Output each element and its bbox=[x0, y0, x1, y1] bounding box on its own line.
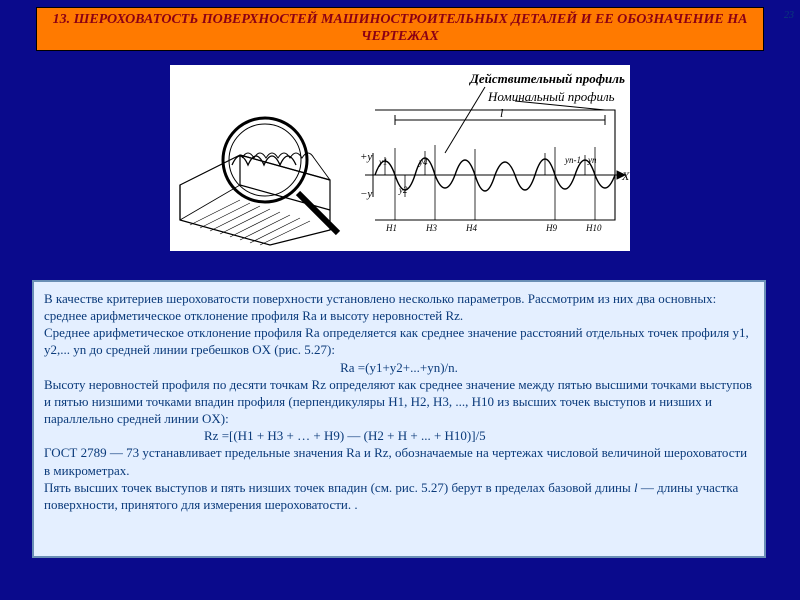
page-number: 23 bbox=[784, 10, 794, 21]
body-p2: Среднее арифметическое отклонение профил… bbox=[44, 324, 754, 358]
svg-text:−y: −y bbox=[360, 188, 372, 200]
svg-text:Номинальный профиль: Номинальный профиль bbox=[487, 89, 615, 104]
svg-text:H1: H1 bbox=[385, 223, 397, 233]
body-p5a: Пять высших точек выступов и пять низших… bbox=[44, 480, 634, 495]
body-p4: ГОСТ 2789 — 73 устанавливает предельные … bbox=[44, 444, 754, 478]
svg-text:y4: y4 bbox=[418, 157, 428, 167]
svg-text:yn: yn bbox=[587, 155, 597, 165]
body-text-box: В качестве критериев шероховатости повер… bbox=[32, 280, 766, 558]
svg-text:H3: H3 bbox=[425, 223, 437, 233]
svg-text:Действительный профиль: Действительный профиль bbox=[469, 71, 625, 86]
body-p1: В качестве критериев шероховатости повер… bbox=[44, 290, 754, 324]
title-text: 13. ШЕРОХОВАТОСТЬ ПОВЕРХНОСТЕЙ МАШИНОСТР… bbox=[45, 12, 755, 46]
svg-text:H4: H4 bbox=[465, 223, 477, 233]
svg-text:+y: +y bbox=[360, 151, 372, 163]
svg-text:H10: H10 bbox=[585, 223, 602, 233]
svg-text:yn-1: yn-1 bbox=[564, 155, 581, 165]
slide: 23 13. ШЕРОХОВАТОСТЬ ПОВЕРХНОСТЕЙ МАШИНО… bbox=[0, 0, 800, 600]
svg-text:y1: y1 bbox=[378, 157, 388, 167]
body-p5: Пять высших точек выступов и пять низших… bbox=[44, 479, 754, 513]
svg-text:l: l bbox=[500, 106, 504, 120]
svg-text:y2: y2 bbox=[398, 185, 408, 195]
svg-text:X: X bbox=[621, 169, 630, 183]
svg-text:H9: H9 bbox=[545, 223, 557, 233]
figure-roughness-diagram: Действительный профиль Номинальный профи… bbox=[170, 65, 630, 251]
body-p3: Высоту неровностей профиля по десяти точ… bbox=[44, 376, 754, 427]
title-banner: 13. ШЕРОХОВАТОСТЬ ПОВЕРХНОСТЕЙ МАШИНОСТР… bbox=[36, 7, 764, 51]
formula-ra: Ra =(y1+y2+...+yn)/n. bbox=[44, 359, 754, 376]
formula-rz: Rz =[(H1 + H3 + … + H9) — (H2 + H + ... … bbox=[44, 427, 754, 444]
